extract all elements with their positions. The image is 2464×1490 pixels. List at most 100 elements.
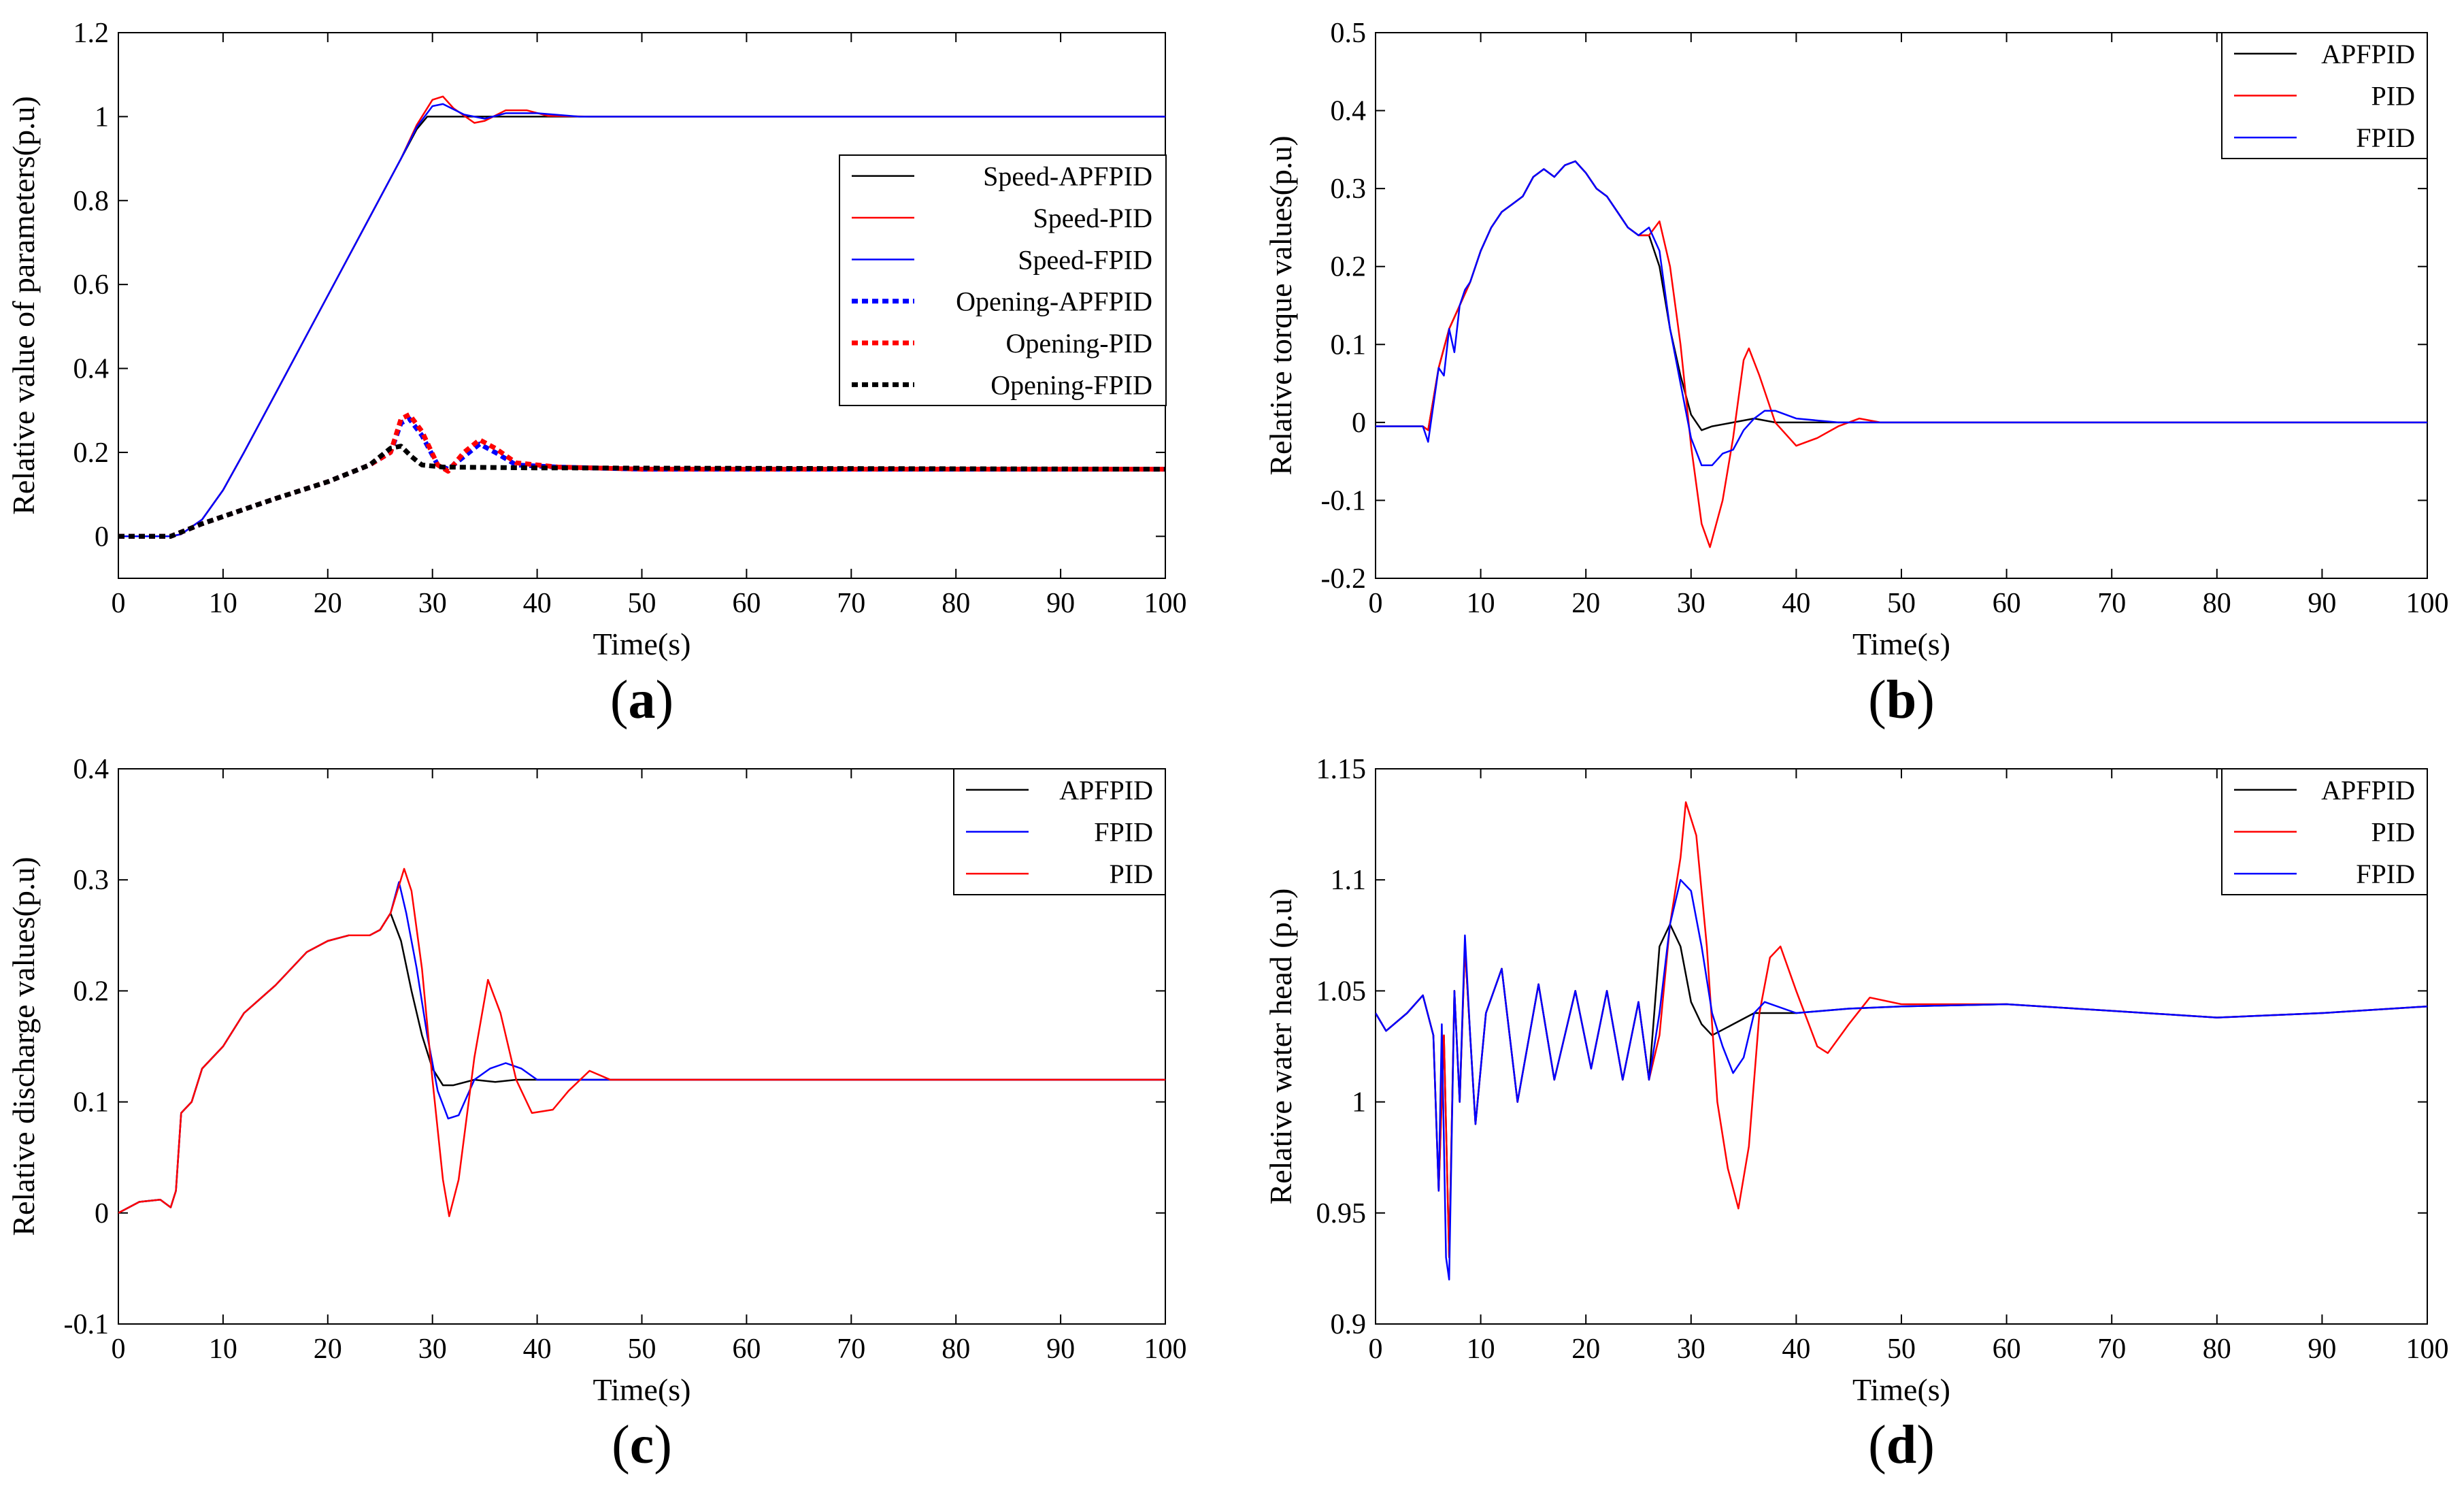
x-tick-label: 90 (2308, 588, 2336, 619)
x-tick-label: 80 (942, 1334, 970, 1365)
panel-letter: d (1886, 1415, 1917, 1475)
legend: APFPID FPID PID (953, 768, 1166, 895)
x-tick-label: 30 (1677, 1334, 1705, 1365)
y-tick-label: 0.3 (73, 865, 110, 896)
legend: APFPID PID FPID (2221, 32, 2428, 159)
x-axis-label: Time(s) (593, 627, 691, 661)
y-tick-label: 0.6 (73, 269, 110, 301)
y-tick-label: 0 (95, 1198, 109, 1229)
legend-box (839, 154, 1167, 406)
x-tick-label: 0 (1369, 588, 1383, 619)
y-tick-label: 0.4 (73, 754, 110, 785)
legend-label: PID (2371, 817, 2415, 848)
series-line-fpid (1376, 160, 2427, 467)
y-tick-label: 0 (1352, 408, 1366, 439)
x-tick-label: 80 (2203, 1334, 2231, 1365)
x-tick-label: 20 (314, 588, 342, 619)
panel-letter: a (629, 670, 656, 730)
x-tick-label: 50 (1887, 588, 1916, 619)
y-tick-label: 0.4 (1331, 96, 1367, 127)
x-tick-label: 30 (1677, 588, 1705, 619)
x-tick-label: 40 (1782, 588, 1810, 619)
x-tick-label: 70 (837, 1334, 865, 1365)
chart-panel-c: 0 10 20 30 40 50 60 70 80 90 100-0.100.10.20.30.4T… (6, 754, 1187, 1475)
legend-label: APFPID (1059, 775, 1153, 806)
chart-panel-a: 0 10 20 30 40 50 60 70 80 90 100 0 0.2 0.4 0.6 0.8 1 1.2 T… (6, 18, 1187, 730)
x-tick-label: 100 (1144, 1334, 1187, 1365)
y-tick-label: 0.1 (1331, 329, 1367, 361)
series-line-fpid (1376, 878, 2427, 1280)
x-tick-label: 80 (2203, 588, 2231, 619)
panel-label: (d) (1868, 1415, 1935, 1475)
series-line-speed-fpid (118, 103, 1165, 537)
x-tick-label: 50 (628, 1334, 656, 1365)
legend-label: PID (2371, 81, 2415, 112)
x-tick-label: 60 (1993, 588, 2021, 619)
legend-label: Opening-FPID (990, 369, 1152, 400)
x-tick-label: 50 (1887, 1334, 1916, 1365)
y-tick-label: 0.2 (73, 976, 110, 1007)
panel-letter: b (1886, 670, 1917, 730)
legend-label: FPID (2356, 122, 2415, 153)
panel-label: (c) (612, 1415, 672, 1475)
legend-label: Opening-PID (1005, 328, 1152, 359)
legend-label: FPID (2356, 859, 2415, 889)
x-tick-label: 100 (2406, 1334, 2449, 1365)
y-tick-label: -0.2 (1321, 563, 1367, 595)
x-tick-label: 40 (523, 1334, 552, 1365)
panel-letter: c (630, 1415, 654, 1475)
x-tick-label: 70 (837, 588, 865, 619)
x-tick-label: 30 (418, 588, 447, 619)
x-tick-label: 10 (1467, 588, 1495, 619)
legend-label: FPID (1094, 817, 1153, 848)
panel-label: (a) (610, 670, 673, 730)
legend-label: APFPID (2321, 775, 2415, 806)
legend-label: Speed-APFPID (983, 161, 1152, 192)
y-tick-label: 1 (95, 101, 109, 133)
x-axis-label: Time(s) (1852, 627, 1950, 661)
x-axis-label: Time(s) (1852, 1372, 1950, 1407)
chart-panel-b: 0 10 20 30 40 50 60 70 80 90 100 -0.2 -0.1 0 0.1 0.2 0.3… (1263, 18, 2449, 730)
y-tick-label: 0.1 (73, 1087, 110, 1119)
y-tick-label: 1.05 (1316, 976, 1367, 1007)
y-axis-label: Relative water head (p.u) (1263, 889, 1298, 1205)
y-tick-label: 0.5 (1331, 18, 1367, 49)
y-tick-label: 0.2 (73, 437, 110, 469)
y-tick-label: 1.15 (1316, 754, 1367, 785)
x-tick-label: 0 (112, 1334, 126, 1365)
legend-label: Speed-FPID (1018, 244, 1152, 275)
x-tick-label: 40 (523, 588, 552, 619)
y-axis-label: Relative torque values(p.u) (1263, 135, 1298, 475)
x-tick-label: 10 (209, 588, 237, 619)
x-tick-label: 60 (732, 1334, 761, 1365)
y-tick-label: 0.3 (1331, 173, 1367, 205)
y-tick-label: -0.1 (64, 1309, 110, 1340)
y-tick-label: 0.9 (1331, 1309, 1367, 1340)
y-tick-label: 0.95 (1316, 1198, 1367, 1229)
x-tick-label: 60 (1993, 1334, 2021, 1365)
x-tick-label: 40 (1782, 1334, 1810, 1365)
x-tick-label: 50 (628, 588, 656, 619)
x-tick-label: 100 (2406, 588, 2449, 619)
panel-label: (b) (1868, 670, 1935, 730)
legend: Speed-APFPID Speed-PID Speed-FPID Opening-A… (839, 154, 1167, 406)
y-tick-label: 1.1 (1331, 865, 1367, 896)
legend-label: PID (1110, 859, 1153, 889)
x-tick-label: 20 (314, 1334, 342, 1365)
x-tick-label: 10 (209, 1334, 237, 1365)
x-tick-label: 20 (1571, 588, 1600, 619)
y-tick-label: -0.1 (1321, 485, 1367, 516)
series-line-opening-fpid (118, 444, 1165, 539)
y-tick-label: 1 (1352, 1087, 1366, 1119)
y-tick-label: 0.2 (1331, 252, 1367, 283)
legend-label: Opening-APFPID (956, 286, 1152, 317)
x-tick-label: 80 (942, 588, 970, 619)
x-axis-label: Time(s) (593, 1372, 691, 1407)
legend-label: Speed-PID (1033, 203, 1152, 233)
y-tick-label: 0.8 (73, 186, 110, 217)
y-tick-label: 0 (95, 521, 109, 552)
x-tick-label: 90 (2308, 1334, 2336, 1365)
x-tick-label: 20 (1571, 1334, 1600, 1365)
y-tick-label: 0.4 (73, 354, 110, 385)
